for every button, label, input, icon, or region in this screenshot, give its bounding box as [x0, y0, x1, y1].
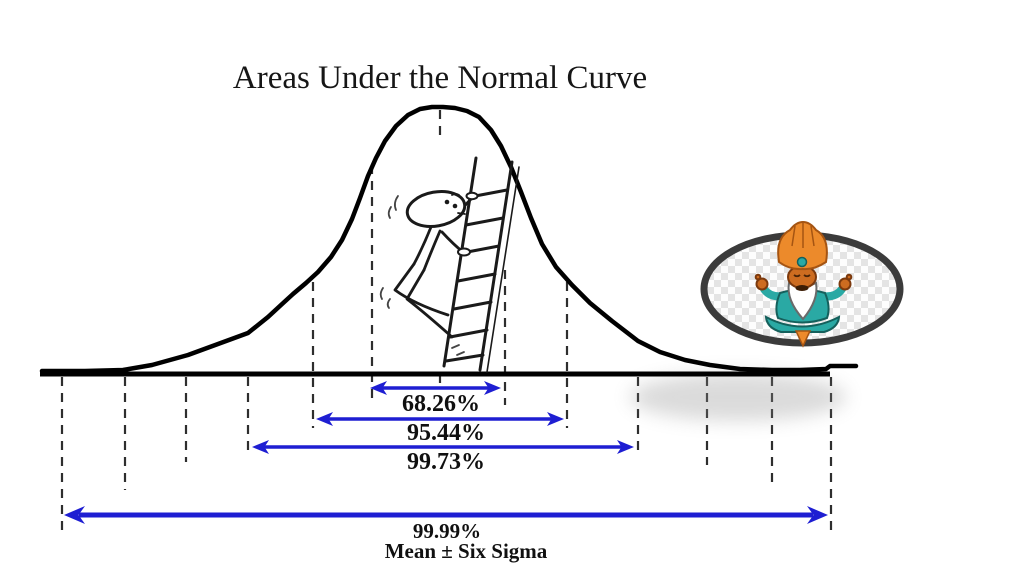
arrowhead-right-icon	[807, 506, 828, 524]
ladder-rail-outer	[486, 166, 520, 373]
figure-hand-top	[465, 191, 479, 201]
guru-closed-eyes	[793, 274, 811, 278]
arrowhead-right-icon	[547, 412, 564, 426]
ladder-icon	[442, 156, 520, 373]
guru-crossed-legs	[764, 315, 841, 333]
guru-icon	[754, 220, 853, 348]
area-label-6sigma: 99.99%	[412, 519, 482, 543]
arrowhead-left-icon	[64, 506, 85, 524]
figure-back	[412, 225, 433, 266]
motion-mark	[387, 206, 392, 219]
area-label-3sigma: 99.73%	[407, 449, 485, 475]
interval-arrow-1sigma	[370, 381, 501, 395]
figure-leg-1	[393, 262, 450, 317]
arrowhead-left-icon	[252, 440, 269, 454]
guru-hand-right	[838, 277, 852, 291]
figure-eye	[452, 203, 458, 209]
ladder-rung	[452, 300, 493, 311]
figure-mouth	[457, 212, 466, 215]
figure-brow	[451, 193, 460, 196]
bell-curve	[39, 104, 859, 374]
turban-creases	[791, 223, 815, 248]
figure-eye	[444, 199, 450, 205]
ladder-rung	[456, 272, 497, 283]
arrowhead-right-icon	[617, 440, 634, 454]
ladder-rail-right	[478, 160, 514, 372]
guru-finger-right	[845, 273, 853, 281]
figure-leg-2	[405, 268, 454, 339]
arrowhead-left-icon	[370, 381, 387, 395]
interval-arrow-6sigma	[64, 506, 828, 524]
page-title: Areas Under the Normal Curve	[232, 60, 648, 96]
interval-arrow-3sigma	[252, 440, 634, 454]
guru-foot	[794, 330, 812, 348]
guru-mouth	[795, 285, 809, 291]
figure-hand-mid	[457, 247, 471, 257]
interval-arrow-2sigma	[316, 412, 564, 426]
guru-badge	[700, 220, 904, 348]
sigma-guide-lines	[60, 110, 833, 537]
oval-shadow	[630, 373, 846, 421]
guru-hand-left	[755, 277, 769, 291]
ladder-rung	[448, 328, 489, 339]
ladder-rung	[444, 353, 485, 363]
stick-figure-icon	[379, 190, 479, 356]
turban-jewel	[796, 256, 808, 268]
arrowhead-left-icon	[316, 412, 333, 426]
motion-mark	[386, 298, 391, 309]
motion-mark	[393, 195, 399, 211]
ladder-climber-icon	[379, 156, 520, 373]
arrowhead-right-icon	[484, 381, 501, 395]
area-label-2sigma: 95.44%	[407, 420, 485, 446]
motion-mark	[379, 287, 384, 300]
mean-six-sigma-caption: Mean ± Six Sigma	[384, 539, 548, 563]
figure-head	[405, 190, 467, 228]
ladder-rung	[464, 216, 505, 227]
motion-mark	[451, 344, 465, 356]
figure-torso	[422, 229, 442, 272]
area-label-1sigma: 68.26%	[402, 391, 480, 417]
guru-finger-left	[754, 273, 762, 281]
